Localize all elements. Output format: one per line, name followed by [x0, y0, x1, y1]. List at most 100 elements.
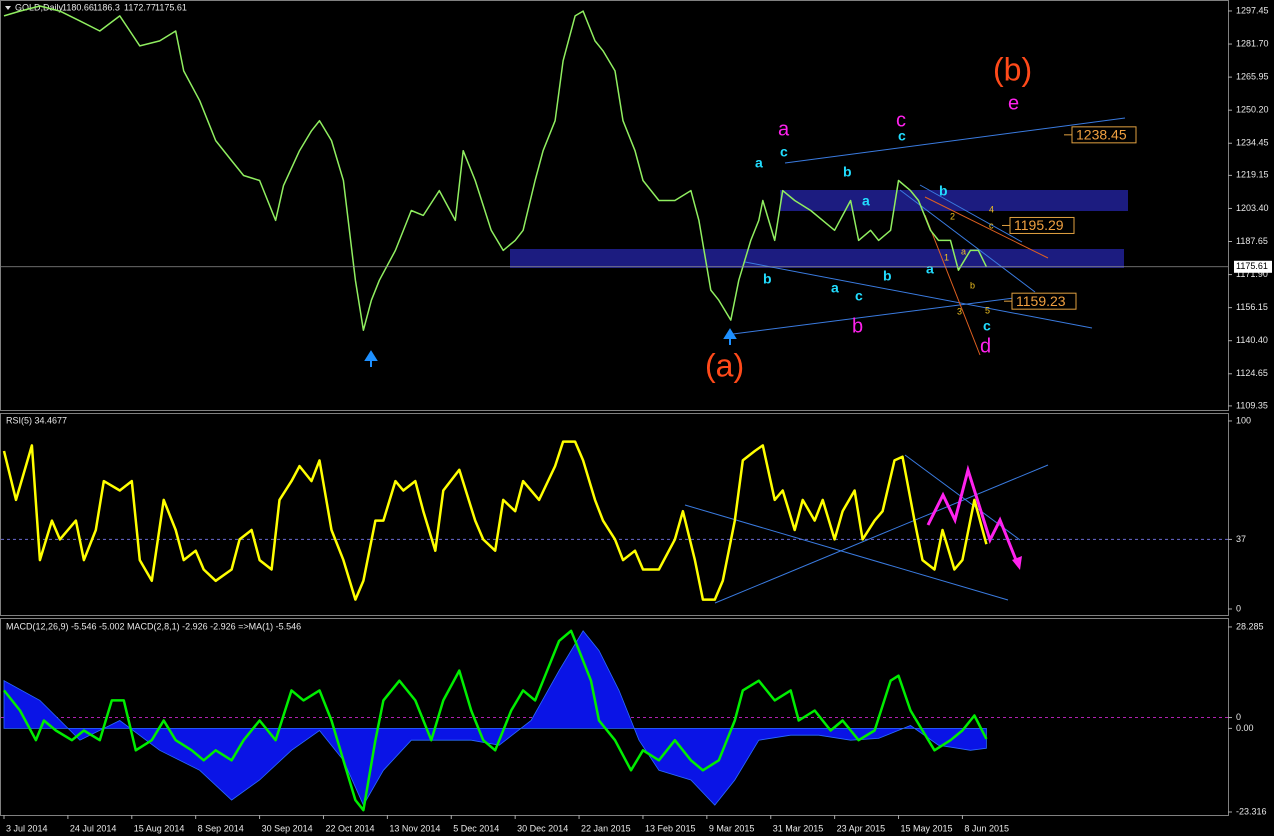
y-tick-label: -23.316 [1236, 806, 1267, 816]
x-tick-label: 3 Jul 2014 [6, 823, 48, 833]
price-level-box [1011, 292, 1077, 310]
wave-label: a [926, 261, 934, 277]
wave-label: b [970, 280, 975, 290]
x-tick-label: 9 Mar 2015 [709, 823, 755, 833]
price-line [3, 5, 988, 331]
x-tick-label: 15 May 2015 [901, 823, 953, 833]
wave-label: c [898, 128, 906, 144]
x-tick-label: 30 Sep 2014 [262, 823, 313, 833]
price-panel [0, 0, 1229, 411]
trendline [732, 295, 1031, 335]
y-tick-label: 1171.90 [1236, 269, 1268, 279]
support-zone [510, 249, 1124, 268]
x-tick-label: 22 Jan 2015 [581, 823, 631, 833]
up-arrow [364, 350, 378, 367]
y-tick-label: 0 [1236, 603, 1241, 613]
up-arrow [723, 328, 737, 345]
close: 1175.61 [155, 2, 187, 12]
price-level-label: 1195.29 [1014, 217, 1064, 233]
x-tick-label: 8 Jun 2015 [964, 823, 1009, 833]
wave-label: b [843, 164, 852, 180]
x-tick-label: 13 Feb 2015 [645, 823, 696, 833]
price-level-box [1009, 216, 1075, 234]
x-tick-label: 24 Jul 2014 [70, 823, 117, 833]
wave-label: 4 [989, 204, 994, 214]
y-tick-label: 37 [1236, 534, 1246, 544]
y-tick-label: 1234.45 [1236, 138, 1269, 148]
y-tick-label: 1156.15 [1236, 302, 1268, 312]
wave-label: c [896, 109, 906, 131]
wave-label: a [755, 155, 763, 171]
wave-lines [924, 196, 1049, 356]
trendlines [684, 117, 1126, 604]
y-tick-label: 1140.40 [1236, 335, 1268, 345]
macd-title: MACD(12,26,9) -5.546 -5.002 MACD(2,8,1) … [6, 621, 301, 631]
x-tick-label: 8 Sep 2014 [198, 823, 244, 833]
wave-label: a [862, 193, 870, 209]
y-tick-label: 1297.45 [1236, 5, 1269, 15]
macd-histogram [3, 630, 987, 806]
trendline [924, 196, 1049, 259]
menu-arrow[interactable] [5, 6, 11, 10]
wave-label: 2 [950, 211, 955, 221]
wave-label: a [961, 246, 966, 256]
y-tick-label: 1219.15 [1236, 170, 1269, 180]
panel-frames [0, 0, 1229, 816]
rsi-title: RSI(5) 34.4677 [6, 415, 67, 425]
wave-label: b [763, 271, 772, 287]
x-tick-label: 30 Dec 2014 [517, 823, 568, 833]
wave-labels: (b) e c c a c a b a b 2 4 c 1 a b 3 5 a … [705, 51, 1032, 383]
chart-title: GOLD,Daily [15, 2, 64, 12]
x-tick-label: 5 Dec 2014 [453, 823, 499, 833]
trendline [919, 184, 1023, 243]
y-tick-label: 1281.70 [1236, 38, 1269, 48]
trendline [784, 117, 1126, 164]
price-level-box [1071, 126, 1137, 144]
price-level-label: 1159.23 [1016, 293, 1066, 309]
wave-label: e [1008, 92, 1019, 114]
y-tick-label: 1124.65 [1236, 368, 1268, 378]
wave-label: (a) [705, 347, 744, 383]
trendline [899, 189, 1036, 293]
wave-label: c [983, 318, 991, 334]
x-tick-label: 23 Apr 2015 [837, 823, 886, 833]
wave-label: c [989, 220, 994, 230]
wave-label: b [852, 315, 863, 337]
wave-label: a [831, 280, 839, 296]
wave-label: a [778, 118, 790, 140]
trendline [924, 214, 981, 356]
y-tick-label: 0.00 [1236, 723, 1254, 733]
y2-tick-label: 0 [1236, 712, 1241, 722]
price-level-label: 1238.45 [1076, 127, 1127, 143]
macd-panel [0, 618, 1229, 816]
wave-label: b [939, 183, 948, 199]
resistance-zone [780, 190, 1128, 211]
wave-label: d [980, 335, 991, 357]
x-tick-label: 31 Mar 2015 [773, 823, 824, 833]
macd-line [3, 629, 988, 812]
trendline [714, 464, 1049, 604]
low: 1172.77 [124, 2, 156, 12]
wave-label: (b) [993, 51, 1032, 87]
y-tick-label: 28.285 [1236, 621, 1264, 631]
wave-label: 5 [985, 305, 990, 315]
wave-label: c [855, 288, 863, 304]
x-tick-label: 15 Aug 2014 [134, 823, 185, 833]
wave-label: b [883, 268, 892, 284]
rsi-line [2, 440, 988, 601]
y-tick-label: 1250.20 [1236, 105, 1269, 115]
x-tick-label: 13 Nov 2014 [389, 823, 440, 833]
wave-label: 1 [944, 252, 949, 262]
x-tick-label: 22 Oct 2014 [325, 823, 374, 833]
rsi-panel [0, 413, 1229, 616]
wave-label: 3 [957, 306, 962, 316]
trendline [684, 504, 1009, 601]
open: 1180.66 [62, 2, 94, 12]
y-tick-label: 1203.40 [1236, 203, 1269, 213]
y-tick-label: 1187.65 [1236, 236, 1268, 246]
last-price-box [1234, 260, 1272, 273]
y-tick-label: 1265.95 [1236, 71, 1269, 81]
trendline [744, 261, 1093, 329]
